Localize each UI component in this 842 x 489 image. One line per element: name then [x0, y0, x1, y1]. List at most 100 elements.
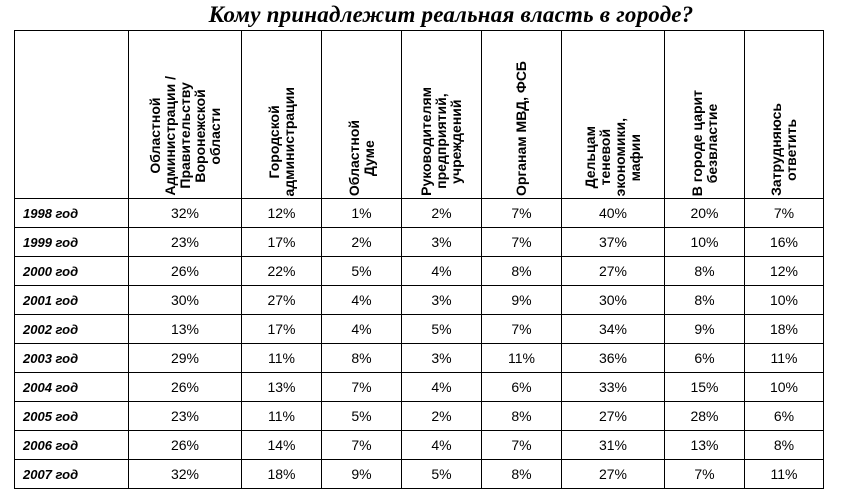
value-cell: 27%: [241, 285, 322, 315]
table-row: 2001 год 30% 27% 4% 3% 9% 30% 8% 10%: [14, 285, 824, 315]
year-cell: 2005 год: [14, 401, 129, 431]
value-cell: 40%: [561, 198, 665, 228]
value-cell: 37%: [561, 227, 665, 257]
value-cell: 7%: [321, 372, 402, 402]
value-cell: 27%: [561, 256, 665, 286]
value-cell: 22%: [241, 256, 322, 286]
value-cell: 11%: [481, 343, 562, 373]
column-header-shadow-economy: Дельцам теневой экономики, мафии: [561, 30, 665, 199]
value-cell: 8%: [744, 430, 824, 460]
value-cell: 10%: [744, 372, 824, 402]
value-cell: 5%: [321, 256, 402, 286]
value-cell: 5%: [321, 401, 402, 431]
value-cell: 26%: [128, 256, 242, 286]
value-cell: 2%: [321, 227, 402, 257]
value-cell: 7%: [481, 198, 562, 228]
value-cell: 3%: [401, 227, 482, 257]
value-cell: 10%: [744, 285, 824, 315]
value-cell: 6%: [481, 372, 562, 402]
table-row: 2007 год 32% 18% 9% 5% 8% 27% 7% 11%: [14, 459, 824, 489]
column-header-label: Затрудняюсь ответить: [768, 103, 799, 196]
value-cell: 23%: [128, 401, 242, 431]
value-cell: 28%: [664, 401, 745, 431]
value-cell: 3%: [401, 285, 482, 315]
value-cell: 7%: [481, 430, 562, 460]
value-cell: 30%: [561, 285, 665, 315]
value-cell: 2%: [401, 198, 482, 228]
value-cell: 1%: [321, 198, 402, 228]
value-cell: 23%: [128, 227, 242, 257]
value-cell: 5%: [401, 459, 482, 489]
value-cell: 36%: [561, 343, 665, 373]
table-row: 2005 год 23% 11% 5% 2% 8% 27% 28% 6%: [14, 401, 824, 431]
column-header-regional-duma: Областной Думе: [321, 30, 402, 199]
value-cell: 4%: [401, 256, 482, 286]
value-cell: 9%: [321, 459, 402, 489]
year-cell: 2007 год: [14, 459, 129, 489]
table-row: 2000 год 26% 22% 5% 4% 8% 27% 8% 12%: [14, 256, 824, 286]
value-cell: 17%: [241, 314, 322, 344]
value-cell: 11%: [744, 459, 824, 489]
value-cell: 31%: [561, 430, 665, 460]
table-row: 2003 год 29% 11% 8% 3% 11% 36% 6% 11%: [14, 343, 824, 373]
value-cell: 9%: [664, 314, 745, 344]
table-row: 1999 год 23% 17% 2% 3% 7% 37% 10% 16%: [14, 227, 824, 257]
table-row: 1998 год 32% 12% 1% 2% 7% 40% 20% 7%: [14, 198, 824, 228]
column-header-label: Органам МВД, ФСБ: [513, 60, 529, 196]
column-header-city-administration: Городской администрации: [241, 30, 322, 199]
value-cell: 32%: [128, 459, 242, 489]
year-cell: 2004 год: [14, 372, 129, 402]
column-header-label: Городской администрации: [265, 86, 297, 197]
table-row: 2004 год 26% 13% 7% 4% 6% 33% 15% 10%: [14, 372, 824, 402]
value-cell: 27%: [561, 401, 665, 431]
value-cell: 8%: [481, 256, 562, 286]
value-cell: 3%: [401, 343, 482, 373]
value-cell: 10%: [664, 227, 745, 257]
column-header-label: Дельцам теневой экономики, мафии: [582, 117, 643, 196]
year-cell: 2002 год: [14, 314, 129, 344]
value-cell: 20%: [664, 198, 745, 228]
value-cell: 16%: [744, 227, 824, 257]
value-cell: 7%: [664, 459, 745, 489]
value-cell: 5%: [401, 314, 482, 344]
value-cell: 18%: [744, 314, 824, 344]
value-cell: 7%: [481, 314, 562, 344]
survey-table: Областной Администрации / Правительству …: [14, 30, 824, 489]
value-cell: 11%: [744, 343, 824, 373]
column-header-label: Областной Думе: [345, 119, 377, 196]
value-cell: 8%: [321, 343, 402, 373]
column-header-label: Областной Администрации / Правительству …: [146, 76, 223, 196]
value-cell: 12%: [744, 256, 824, 286]
value-cell: 11%: [241, 401, 322, 431]
value-cell: 13%: [128, 314, 242, 344]
value-cell: 18%: [241, 459, 322, 489]
value-cell: 4%: [321, 285, 402, 315]
value-cell: 7%: [744, 198, 824, 228]
value-cell: 6%: [744, 401, 824, 431]
year-cell: 1999 год: [14, 227, 129, 257]
value-cell: 2%: [401, 401, 482, 431]
column-header-label: Руководителям предприятий, учреждений: [418, 87, 464, 196]
value-cell: 26%: [128, 430, 242, 460]
value-cell: 32%: [128, 198, 242, 228]
value-cell: 8%: [481, 401, 562, 431]
year-cell: 2003 год: [14, 343, 129, 373]
value-cell: 12%: [241, 198, 322, 228]
year-cell: 2006 год: [14, 430, 129, 460]
column-header-anarchy: В городе царит безвластие: [664, 30, 745, 199]
value-cell: 4%: [401, 430, 482, 460]
column-header-police-fsb: Органам МВД, ФСБ: [481, 30, 562, 199]
year-cell: 2000 год: [14, 256, 129, 286]
value-cell: 15%: [664, 372, 745, 402]
value-cell: 13%: [664, 430, 745, 460]
column-header-label: В городе царит безвластие: [688, 89, 720, 196]
value-cell: 8%: [664, 256, 745, 286]
value-cell: 29%: [128, 343, 242, 373]
value-cell: 7%: [481, 227, 562, 257]
value-cell: 33%: [561, 372, 665, 402]
value-cell: 8%: [481, 459, 562, 489]
value-cell: 11%: [241, 343, 322, 373]
value-cell: 6%: [664, 343, 745, 373]
value-cell: 26%: [128, 372, 242, 402]
table-row: 2002 год 13% 17% 4% 5% 7% 34% 9% 18%: [14, 314, 824, 344]
